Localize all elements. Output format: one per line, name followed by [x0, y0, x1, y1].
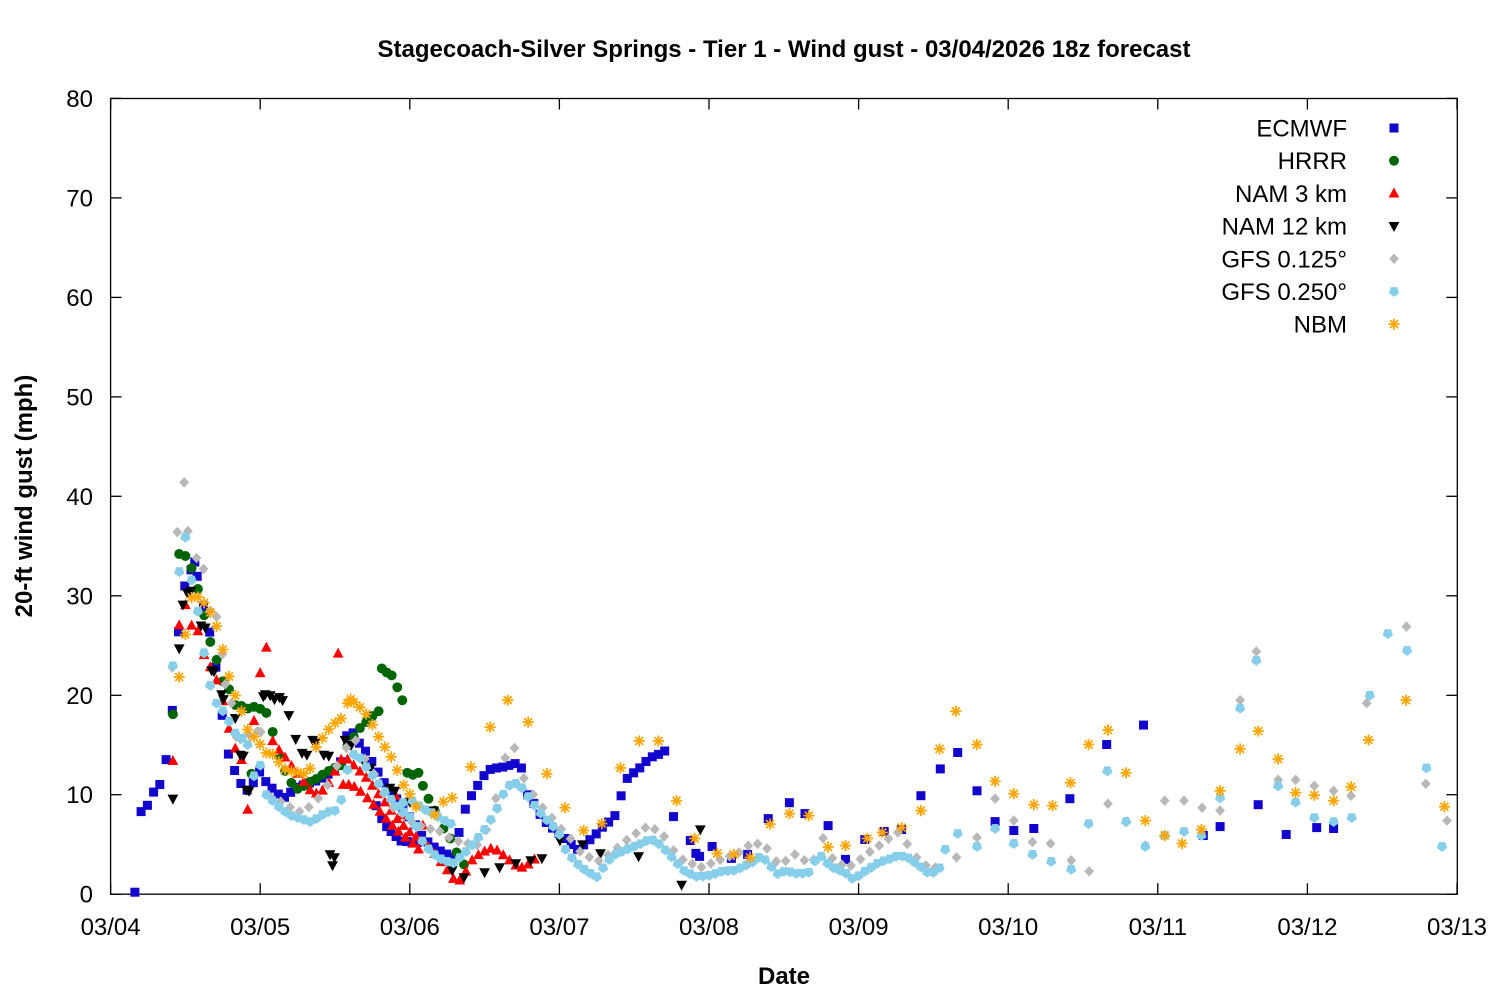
svg-text:03/09: 03/09	[829, 914, 889, 941]
svg-text:03/13: 03/13	[1427, 914, 1487, 941]
svg-text:NAM 12 km: NAM 12 km	[1222, 214, 1347, 241]
svg-text:03/07: 03/07	[529, 914, 589, 941]
svg-text:0: 0	[80, 882, 93, 909]
svg-text:GFS 0.250°: GFS 0.250°	[1221, 279, 1347, 306]
svg-text:80: 80	[66, 86, 93, 113]
svg-text:GFS 0.125°: GFS 0.125°	[1221, 246, 1347, 273]
svg-text:Stagecoach-Silver Springs - Ti: Stagecoach-Silver Springs - Tier 1 - Win…	[378, 36, 1191, 63]
svg-text:40: 40	[66, 484, 93, 511]
svg-text:HRRR: HRRR	[1278, 148, 1347, 175]
svg-text:03/06: 03/06	[380, 914, 440, 941]
svg-text:ECMWF: ECMWF	[1256, 116, 1347, 143]
svg-text:10: 10	[66, 782, 93, 809]
svg-text:03/11: 03/11	[1129, 914, 1187, 941]
svg-text:03/05: 03/05	[230, 914, 290, 941]
svg-text:03/12: 03/12	[1277, 914, 1337, 941]
svg-text:NAM 3 km: NAM 3 km	[1235, 181, 1347, 208]
svg-text:03/08: 03/08	[679, 914, 739, 941]
svg-text:03/10: 03/10	[978, 914, 1038, 941]
svg-text:50: 50	[66, 384, 93, 411]
svg-text:70: 70	[66, 185, 93, 212]
svg-text:20: 20	[66, 683, 93, 710]
svg-text:60: 60	[66, 285, 93, 312]
svg-text:NBM: NBM	[1294, 312, 1347, 339]
svg-text:03/04: 03/04	[81, 914, 141, 941]
svg-text:30: 30	[66, 583, 93, 610]
svg-text:Date: Date	[758, 963, 810, 990]
svg-text:20-ft wind gust (mph): 20-ft wind gust (mph)	[11, 375, 38, 618]
